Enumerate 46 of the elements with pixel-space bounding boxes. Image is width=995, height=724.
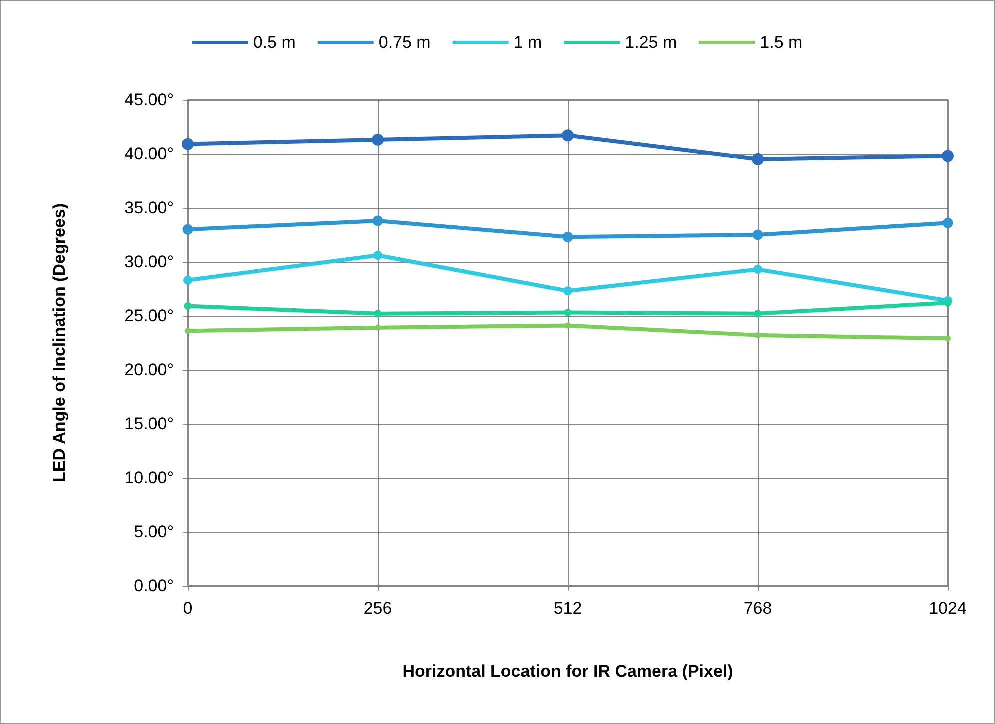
y-tick-label: 0.00°	[134, 576, 174, 596]
point	[942, 150, 954, 162]
point	[372, 134, 384, 146]
y-tick-label: 30.00°	[124, 252, 174, 272]
y-tick-label: 15.00°	[124, 414, 174, 434]
x-tick-label: 512	[554, 599, 582, 618]
y-tick-label: 25.00°	[124, 306, 174, 326]
point	[754, 265, 762, 274]
legend-label: 1.5 m	[760, 33, 803, 52]
point	[945, 336, 951, 342]
point	[752, 230, 764, 240]
point	[562, 232, 574, 242]
point	[562, 130, 574, 142]
point	[565, 322, 571, 329]
point	[564, 309, 572, 317]
point	[942, 218, 954, 228]
point	[754, 310, 762, 318]
point	[372, 216, 384, 226]
point	[944, 299, 952, 307]
x-axis-title: Horizontal Location for IR Camera (Pixel)	[402, 662, 734, 681]
point	[185, 328, 191, 334]
point	[184, 276, 192, 285]
point	[564, 286, 572, 296]
x-tick-label: 256	[364, 599, 392, 618]
y-tick-label: 10.00°	[124, 468, 174, 488]
point	[374, 310, 382, 318]
legend-label: 0.75 m	[378, 33, 431, 52]
x-tick-label: 1024	[929, 599, 967, 618]
legend-label: 0.5 m	[253, 33, 296, 52]
y-tick-label: 45.00°	[124, 90, 174, 110]
point	[752, 153, 764, 166]
y-axis-title: LED Angle of Inclination (Degrees)	[50, 204, 69, 482]
y-tick-label: 35.00°	[124, 198, 174, 218]
point	[184, 302, 192, 310]
point	[375, 324, 381, 331]
x-tick-label: 0	[183, 599, 193, 618]
x-tick-label: 768	[744, 599, 772, 618]
point	[755, 332, 761, 338]
y-tick-label: 5.00°	[134, 522, 174, 542]
legend-label: 1 m	[514, 33, 542, 52]
y-tick-label: 40.00°	[124, 144, 174, 164]
point	[182, 224, 194, 235]
legend-label: 1.25 m	[625, 33, 678, 52]
point	[182, 138, 194, 150]
point	[374, 251, 382, 260]
y-tick-label: 20.00°	[124, 360, 174, 380]
